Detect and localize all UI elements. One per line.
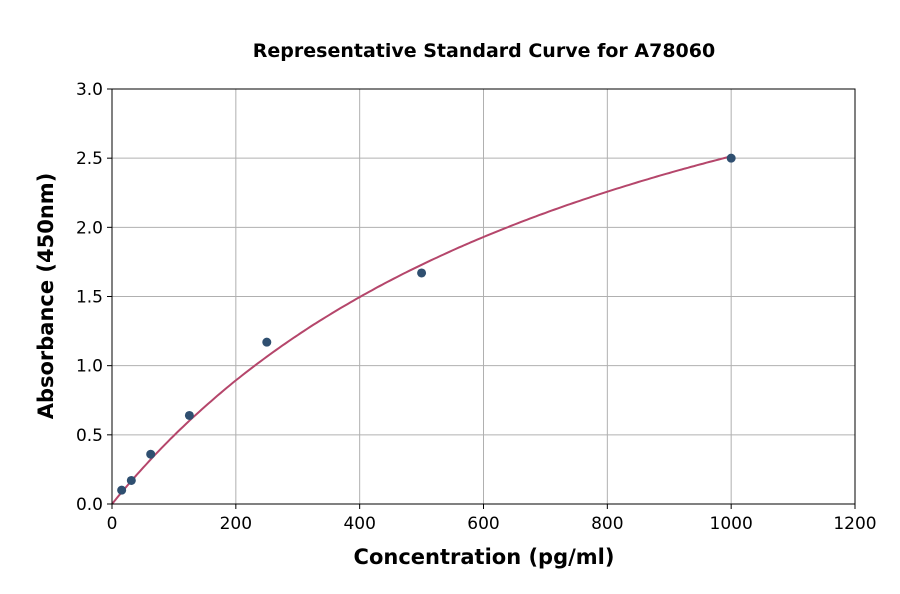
fit-curve <box>111 155 732 505</box>
x-tick-label: 0 <box>107 514 118 534</box>
x-tick-label: 600 <box>467 514 499 534</box>
grid <box>111 88 856 505</box>
data-point <box>146 449 156 459</box>
x-tick-label: 800 <box>591 514 623 534</box>
x-tick-label: 400 <box>343 514 375 534</box>
y-tick-label: 0.0 <box>76 495 103 515</box>
data-point <box>117 485 127 495</box>
y-axis-ticks: 0.0 0.5 1.0 1.5 2.0 2.5 3.0 <box>76 80 112 515</box>
data-point <box>126 475 136 485</box>
data-point <box>262 337 272 347</box>
x-tick-label: 1000 <box>710 514 753 534</box>
chart-title: Representative Standard Curve for A78060 <box>253 40 715 62</box>
data-point <box>417 268 427 278</box>
x-axis-label: Concentration (pg/ml) <box>354 545 615 569</box>
fit-curve-layer <box>111 155 732 505</box>
y-tick-label: 0.5 <box>76 426 103 446</box>
x-axis-ticks: 0 200 400 600 800 1000 1200 <box>107 504 877 534</box>
x-tick-label: 1200 <box>833 514 876 534</box>
data-point <box>726 153 736 163</box>
data-points <box>117 153 736 495</box>
y-tick-label: 3.0 <box>76 80 103 100</box>
data-point <box>184 410 194 420</box>
y-tick-label: 2.5 <box>76 149 103 169</box>
y-axis-label: Absorbance (450nm) <box>34 173 58 420</box>
y-tick-label: 2.0 <box>76 218 103 238</box>
x-tick-label: 200 <box>220 514 252 534</box>
y-tick-label: 1.5 <box>76 288 103 308</box>
y-tick-label: 1.0 <box>76 357 103 377</box>
